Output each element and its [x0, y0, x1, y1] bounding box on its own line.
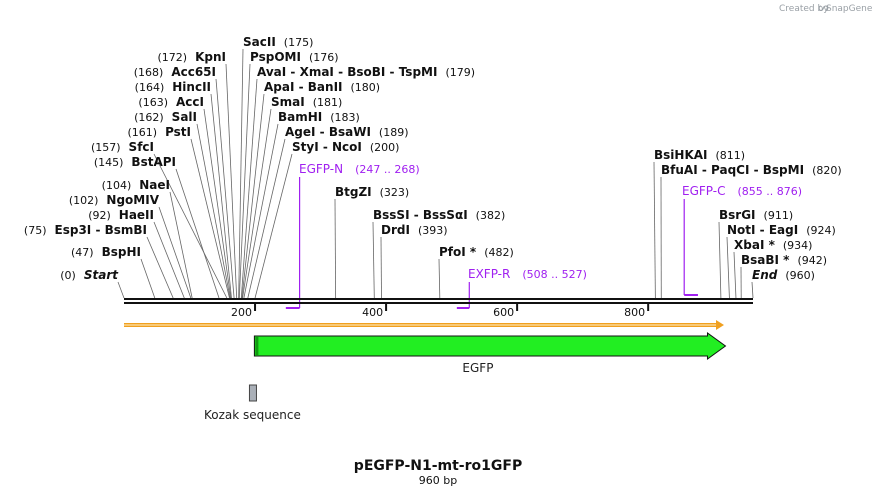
connector-smai — [242, 108, 272, 299]
connector-bstapi — [175, 168, 220, 299]
enzyme-label-xbai: XbaI * (934) — [734, 238, 812, 252]
enzyme-label-bamhi: BamHI (183) — [278, 110, 360, 124]
connector-styi-ncoi — [254, 153, 293, 299]
snapgene-logo-icon: ᔕ — [818, 0, 829, 14]
orf-bar — [124, 320, 724, 330]
credit-text: Created by — [779, 4, 829, 14]
enzyme-label-acc65i: (168) Acc65I — [134, 65, 216, 79]
connector-sfci — [153, 153, 228, 299]
connector-haeii — [153, 221, 185, 299]
enzyme-labels: SacII (175) (172) KpnI PspOMI (176) (168) Acc65… — [24, 35, 842, 282]
enzyme-label-kpni: (172) KpnI — [158, 50, 227, 64]
connector-pspomi — [238, 63, 251, 299]
ruler-label-200: 200 — [231, 306, 252, 319]
enzyme-label-drdi: DrdI (393) — [381, 223, 448, 237]
enzyme-label-haeii: (92) HaeII — [88, 208, 154, 222]
plasmid-title: pEGFP-N1-mt-ro1GFP — [354, 458, 522, 474]
enzyme-label-btgzi: BtgZI (323) — [335, 185, 409, 199]
enzyme-connectors — [117, 48, 754, 299]
enzyme-label-esp3i-bsmbi: (75) Esp3I - BsmBI — [24, 223, 147, 237]
enzyme-label-bsphi: (47) BspHI — [71, 245, 141, 259]
ruler-label-400: 400 — [362, 306, 383, 319]
connector-bsssi-bsss-i — [372, 221, 375, 299]
ruler-label-800: 800 — [624, 306, 645, 319]
feature-kozak-sequence-box — [248, 384, 257, 402]
connector-apai-banii — [241, 93, 265, 299]
enzyme-label-sacii: SacII (175) — [243, 35, 313, 49]
primer-label-egfp-n: EGFP-N (247 .. 268) — [299, 162, 420, 176]
enzyme-label-naei: (104) NaeI — [102, 178, 170, 192]
connector-bamhi — [243, 123, 279, 299]
enzyme-label-bsrgi: BsrGI (911) — [719, 208, 793, 222]
primer-label-egfp-c: EGFP-C (855 .. 876) — [682, 184, 802, 198]
connector-bsrgi — [718, 221, 722, 299]
enzyme-label-smai: SmaI (181) — [271, 95, 342, 109]
connector-xbai — [733, 251, 737, 299]
connector-acci — [203, 108, 232, 299]
connector-bsphi — [140, 258, 156, 299]
enzyme-label-bsabi: BsaBI * (942) — [741, 253, 827, 267]
connector-avai-xmai-bsobi-tspmi — [240, 78, 258, 299]
connector-ngomiv — [158, 206, 192, 299]
enzyme-label-hincii: (164) HincII — [135, 80, 211, 94]
connector-naei — [169, 191, 193, 299]
feature-egfp-arrow — [253, 332, 727, 360]
connector-noti-eagi — [726, 236, 730, 299]
primers: EGFP-N (247 .. 268) EGFP-C (855 .. 876) EXFP… — [285, 162, 802, 309]
enzyme-label-acci: (163) AccI — [138, 95, 204, 109]
enzyme-label-psti: (161) PstI — [127, 125, 191, 139]
enzyme-label-avai-xmai-bsobi-tspmi: AvaI - XmaI - BsoBI - TspMI (179) — [257, 65, 475, 79]
feature-egfp-label: EGFP — [462, 361, 493, 375]
connector-kpni — [225, 63, 238, 299]
features: EGFP Kozak sequence — [204, 332, 727, 422]
enzyme-label-noti-eagi: NotI - EagI (924) — [727, 223, 836, 237]
connector-end — [751, 281, 754, 299]
ruler: 200 400 600 800 — [231, 303, 650, 319]
credit-brand: SnapGene — [826, 4, 873, 14]
enzyme-label-sali: (162) SalI — [134, 110, 197, 124]
connector-sali — [196, 123, 231, 299]
enzyme-label-start: (0) Start — [60, 268, 119, 282]
enzyme-label-ngomiv: (102) NgoMIV — [69, 193, 160, 207]
feature-egfp-start-mark — [255, 337, 259, 355]
enzyme-label-agei-bsawi: AgeI - BsaWI (189) — [285, 125, 409, 139]
ruler-label-600: 600 — [493, 306, 514, 319]
connector-hincii — [210, 93, 232, 299]
connector-psti — [190, 138, 230, 299]
sequence-backbone — [124, 298, 753, 304]
enzyme-label-pspomi: PspOMI (176) — [250, 50, 339, 64]
enzyme-label-bsssi-bsss-i: BssSI - BssSαI (382) — [373, 208, 505, 222]
plasmid-length: 960 bp — [419, 474, 457, 487]
connector-esp3i-bsmbi — [146, 236, 174, 299]
enzyme-label-pfoi: PfoI * (482) — [439, 245, 514, 259]
enzyme-label-end: End (960) — [752, 268, 815, 282]
feature-kozak-sequence-label: Kozak sequence — [204, 408, 301, 422]
connector-pfoi — [438, 258, 441, 299]
enzyme-label-bfuai-paqci-bspmi: BfuAI - PaqCI - BspMI (820) — [661, 163, 842, 177]
connector-agei-bsawi — [247, 138, 286, 299]
enzyme-label-sfci: (157) SfcI — [91, 140, 154, 154]
enzyme-label-apai-banii: ApaI - BanII (180) — [264, 80, 380, 94]
enzyme-label-bsihkai: BsiHKAI (811) — [654, 148, 745, 162]
connector-sacii — [238, 48, 244, 299]
snapgene-credit: Created by ᔕ SnapGene — [779, 0, 873, 14]
connector-btgzi — [334, 198, 337, 299]
orf-arrowhead — [716, 320, 724, 330]
enzyme-label-styi-ncoi: StyI - NcoI (200) — [292, 140, 399, 154]
connector-bsihkai — [653, 161, 656, 299]
primer-label-exfp-r: EXFP-R (508 .. 527) — [468, 267, 587, 281]
connector-acc65i — [215, 78, 235, 299]
enzyme-label-bstapi: (145) BstAPI — [94, 155, 176, 169]
connector-start — [117, 281, 125, 299]
